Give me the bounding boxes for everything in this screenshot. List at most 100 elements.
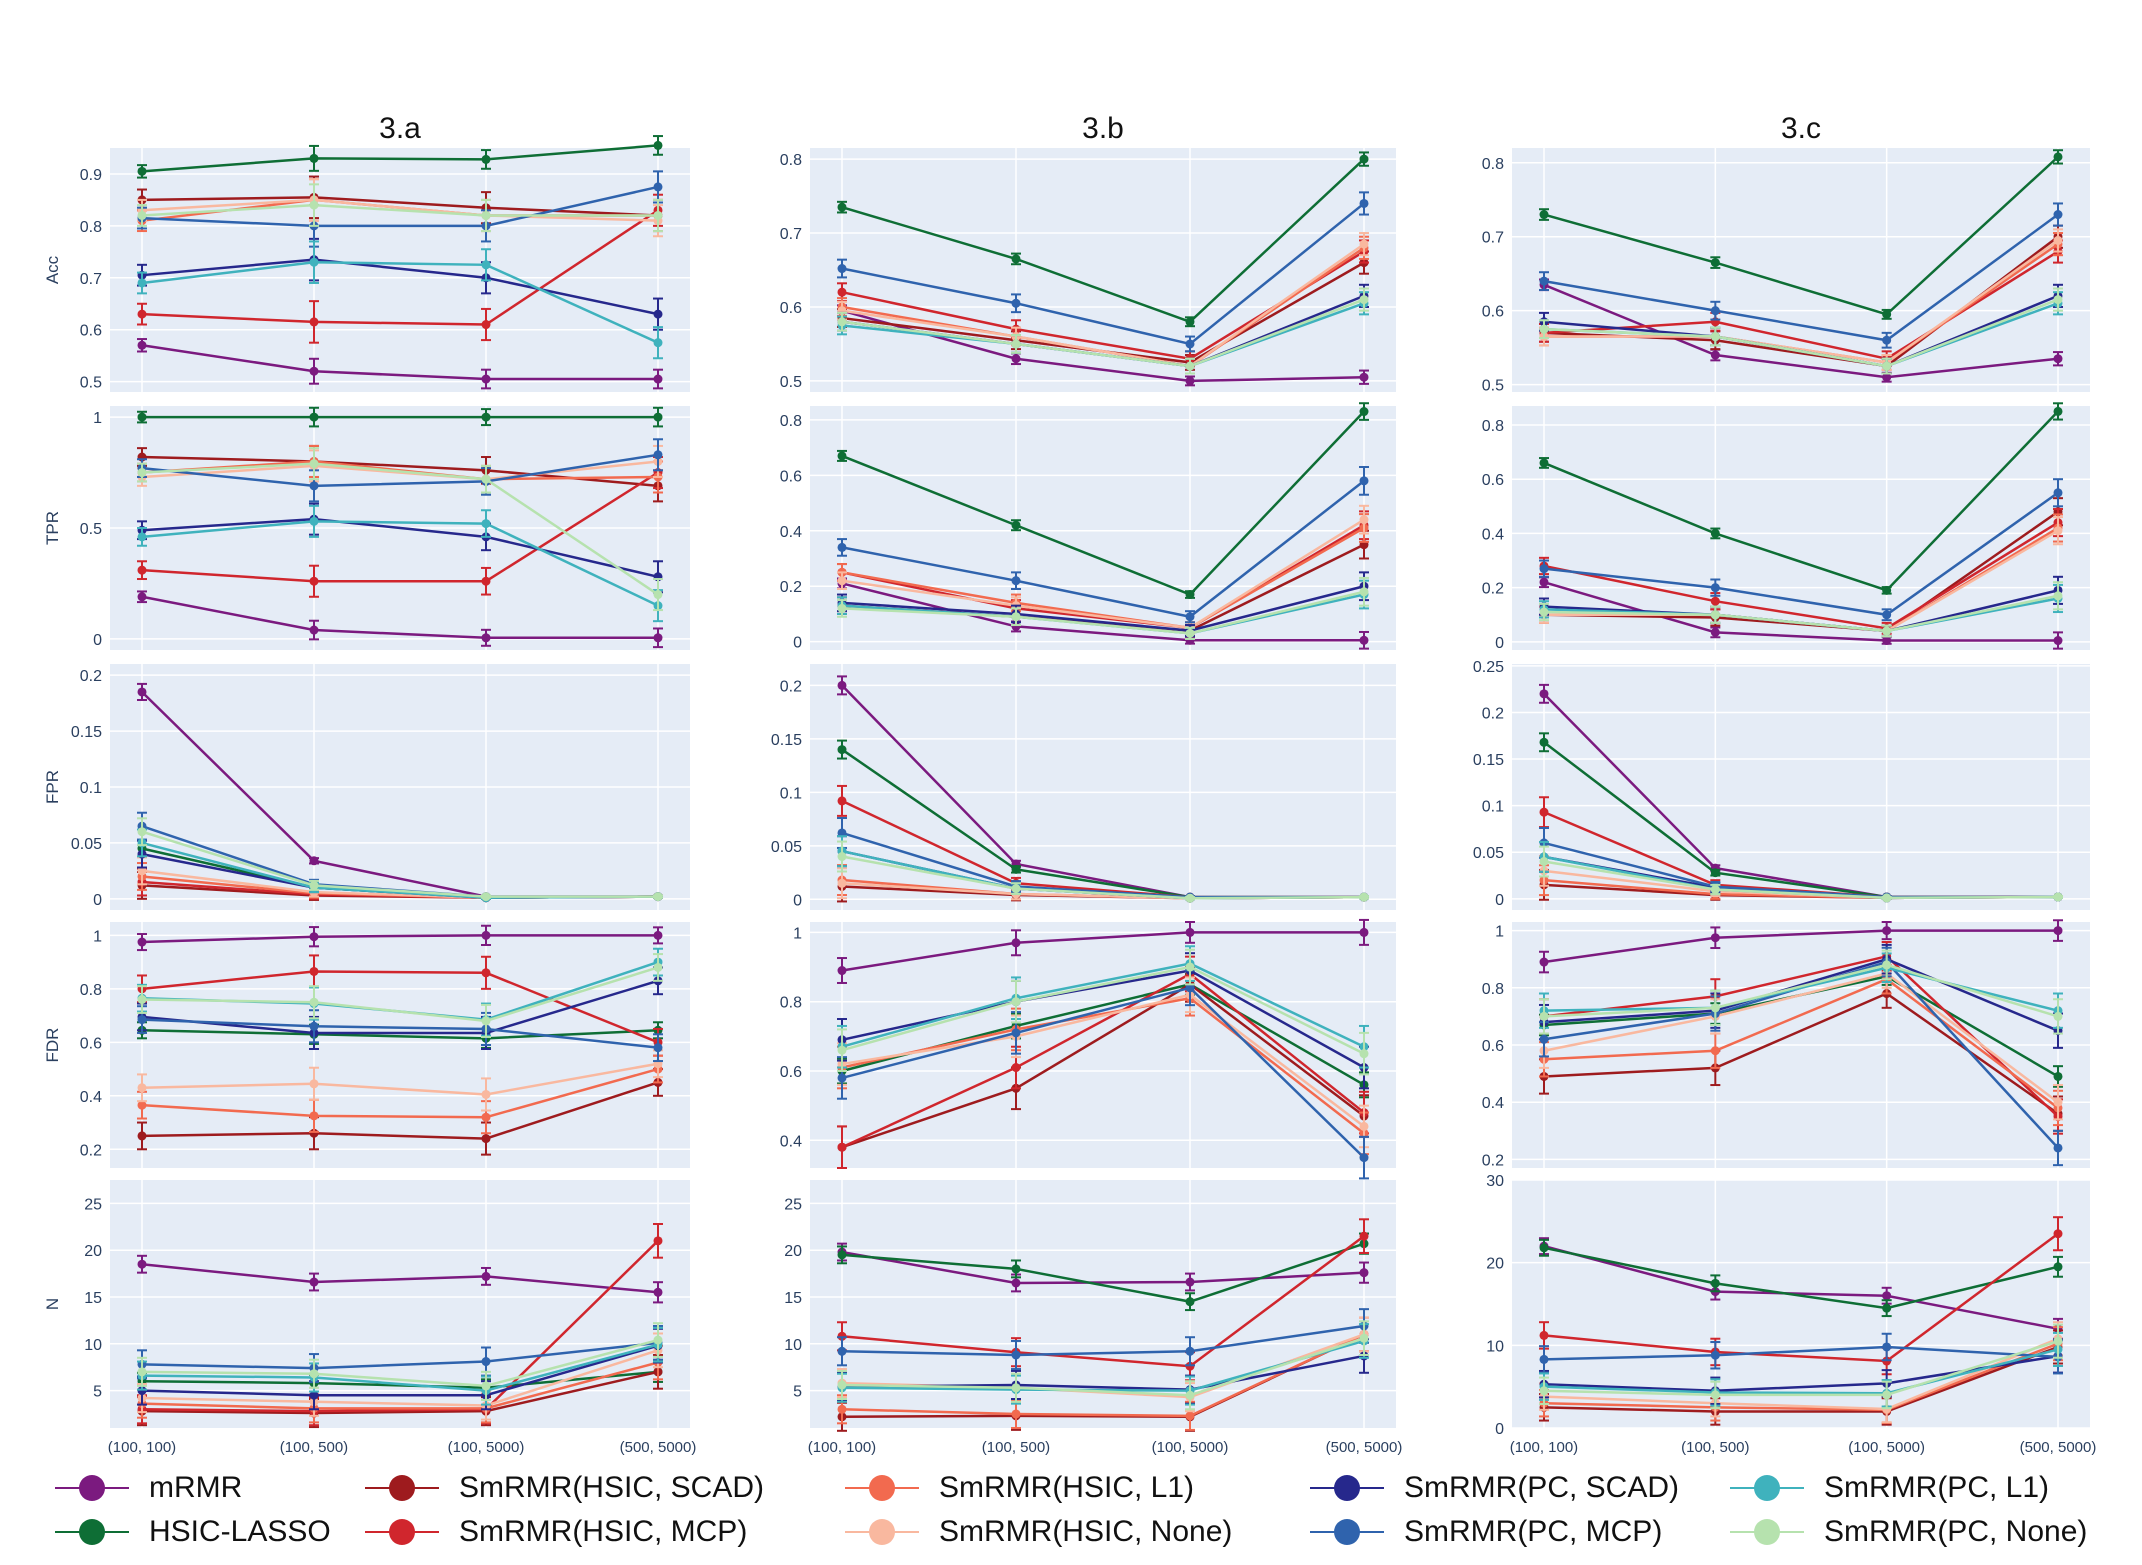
series-line xyxy=(1543,966,2059,1012)
data-point xyxy=(309,576,319,586)
legend-swatch-dot xyxy=(79,1519,105,1545)
y-tick-label: 0.8 xyxy=(780,995,802,1012)
legend-item[interactable]: mRMR xyxy=(55,1468,242,1508)
legend-item[interactable]: SmRMR(PC, None) xyxy=(1730,1512,2087,1552)
series-line xyxy=(141,979,659,1035)
data-point xyxy=(1011,298,1021,308)
data-point xyxy=(653,930,663,940)
legend-swatch-dot xyxy=(389,1519,415,1545)
series-line xyxy=(141,1262,659,1294)
series-hsic-lasso xyxy=(837,402,1369,600)
x-tick-label: (500, 5000) xyxy=(2020,1439,2097,1456)
legend-swatch-dot xyxy=(869,1519,895,1545)
series-smrmr-pc-l1- xyxy=(137,504,663,623)
series-line xyxy=(841,1242,1365,1303)
data-point xyxy=(1882,335,1892,345)
data-point xyxy=(1185,983,1195,993)
series-smrmr-hsic-none- xyxy=(137,1049,663,1112)
subplot: 00.51 xyxy=(80,406,690,650)
data-point xyxy=(1011,576,1021,586)
y-tick-label: 0.8 xyxy=(780,413,802,430)
data-point xyxy=(1539,607,1549,617)
legend-swatch-dot xyxy=(389,1475,415,1501)
data-point xyxy=(137,1367,147,1377)
series-line xyxy=(141,198,659,222)
series-smrmr-pc-none- xyxy=(837,1320,1369,1411)
series-line xyxy=(841,969,1365,1069)
data-point xyxy=(1359,407,1369,417)
data-point xyxy=(481,519,491,529)
series-smrmr-pc-none- xyxy=(137,953,663,1038)
legend-item[interactable]: SmRMR(HSIC, MCP) xyxy=(365,1512,747,1552)
series-line xyxy=(841,202,1365,346)
series-line xyxy=(1543,963,2059,1018)
y-tick-label: 10 xyxy=(84,1337,102,1354)
data-point xyxy=(1185,1297,1195,1307)
data-point xyxy=(1710,1003,1720,1013)
data-point xyxy=(653,374,663,384)
series-line xyxy=(1543,491,2059,617)
legend-label: HSIC-LASSO xyxy=(149,1515,331,1548)
data-point xyxy=(137,210,147,220)
data-point xyxy=(1539,807,1549,817)
data-point xyxy=(1539,1330,1549,1340)
data-point xyxy=(1359,476,1369,486)
y-tick-label: 0.7 xyxy=(80,271,102,288)
legend-item[interactable]: HSIC-LASSO xyxy=(55,1512,331,1552)
y-tick-label: 0.7 xyxy=(780,226,802,243)
data-point xyxy=(1011,254,1021,264)
data-point xyxy=(1710,610,1720,620)
x-tick-label: (100, 100) xyxy=(108,1439,176,1456)
legend-swatch xyxy=(365,1468,439,1508)
legend-item[interactable]: SmRMR(PC, SCAD) xyxy=(1310,1468,1679,1508)
data-point xyxy=(1882,626,1892,636)
subplot: 0 0.2 0.4 0.6 0.8 xyxy=(1482,402,2090,652)
legend-item[interactable]: SmRMR(HSIC, None) xyxy=(845,1512,1232,1552)
data-point xyxy=(481,320,491,330)
data-point xyxy=(1011,1264,1021,1274)
data-point xyxy=(837,603,847,613)
data-point xyxy=(309,856,319,866)
series-smrmr-pc-none- xyxy=(1539,845,2063,903)
data-point xyxy=(137,1259,147,1269)
y-tick-label: 0.8 xyxy=(1482,981,1504,998)
data-point xyxy=(2053,354,2063,364)
subplot: 0 10 20 30 (100, 100) (100, 500) (100, 5000) (5… xyxy=(1486,1173,2096,1456)
data-point xyxy=(1359,1231,1369,1241)
y-tick-label: 0.15 xyxy=(771,732,802,749)
data-point xyxy=(137,687,147,697)
series-hsic-lasso xyxy=(1539,402,2063,595)
series-line xyxy=(841,526,1365,630)
series-line xyxy=(1543,1244,2059,1331)
plot-area xyxy=(1512,664,2090,910)
legend-swatch xyxy=(1310,1512,1384,1552)
data-point xyxy=(837,1073,847,1083)
data-point xyxy=(481,1271,491,1281)
y-tick-label: 1 xyxy=(793,925,802,942)
data-point xyxy=(481,892,491,902)
data-point xyxy=(481,154,491,164)
data-point xyxy=(1539,1034,1549,1044)
y-tick-label: 30 xyxy=(1486,1173,1504,1190)
data-point xyxy=(137,278,147,288)
y-tick-label: 0.6 xyxy=(780,1064,802,1081)
data-point xyxy=(1539,689,1549,699)
data-point xyxy=(137,592,147,602)
legend-item[interactable]: SmRMR(PC, MCP) xyxy=(1310,1512,1662,1552)
series-line xyxy=(141,471,659,583)
data-point xyxy=(309,366,319,376)
data-point xyxy=(137,1100,147,1110)
legend-item[interactable]: SmRMR(HSIC, SCAD) xyxy=(365,1468,764,1508)
series-smrmr-pc-none- xyxy=(1539,287,2063,375)
legend-swatch-dot xyxy=(869,1475,895,1501)
x-tick-label: (100, 100) xyxy=(808,1439,876,1456)
data-point xyxy=(1185,317,1195,327)
series-line xyxy=(1543,1246,2059,1310)
legend-item[interactable]: SmRMR(PC, L1) xyxy=(1730,1468,2049,1508)
data-point xyxy=(2053,488,2063,498)
series-line xyxy=(141,1361,659,1410)
legend-item[interactable]: SmRMR(HSIC, L1) xyxy=(845,1468,1194,1508)
data-point xyxy=(481,576,491,586)
data-point xyxy=(1882,960,1892,970)
data-point xyxy=(2053,1229,2063,1239)
